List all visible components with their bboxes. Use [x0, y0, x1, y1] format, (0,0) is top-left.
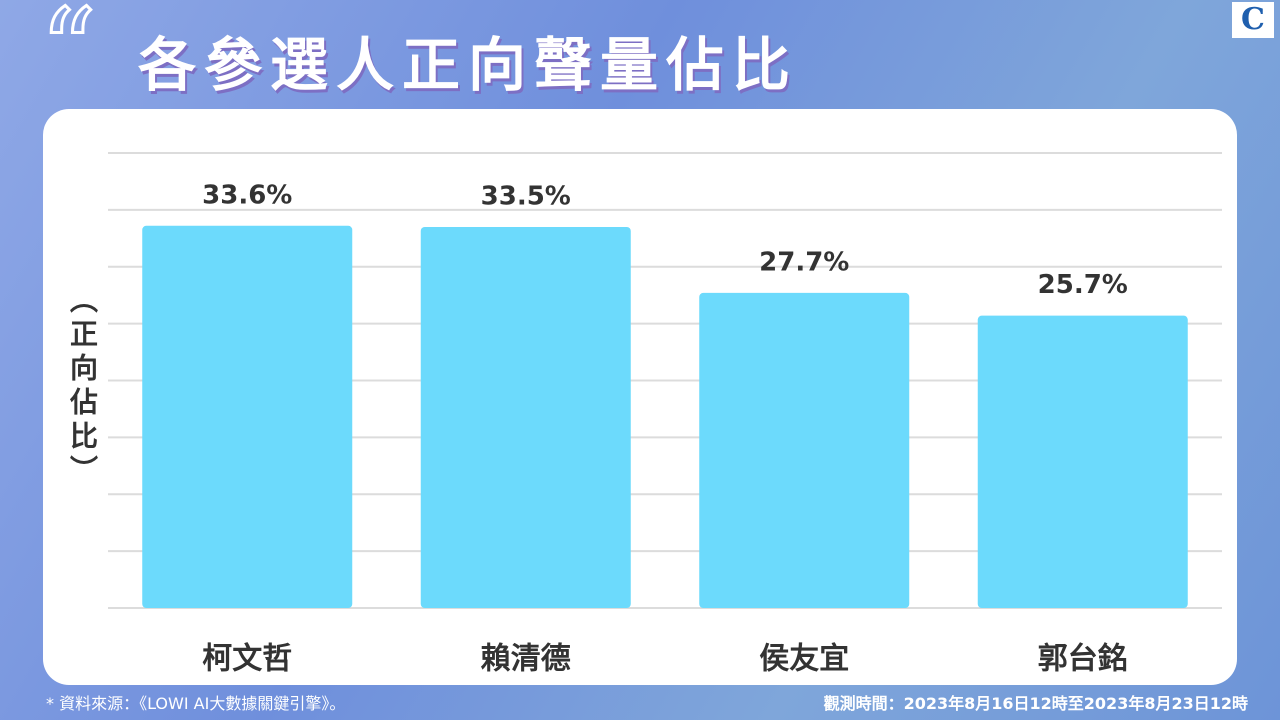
x-tick-label: 柯文哲 [202, 642, 292, 677]
value-label: 33.6% [202, 180, 292, 210]
value-label: 27.7% [759, 247, 849, 277]
bar [142, 225, 353, 609]
period-note: 觀測時間：2023年8月16日12時至2023年8月23日12時 [823, 694, 1248, 713]
bar [977, 315, 1188, 608]
value-label: 33.5% [481, 181, 571, 211]
bar [699, 292, 910, 608]
logo: C [1232, 2, 1274, 38]
x-tick-label: 賴清德 [481, 642, 571, 677]
x-tick-label: 郭台銘 [1038, 642, 1128, 677]
quote-icon: “ [38, 0, 97, 113]
y-axis-label: （正向佔比） [66, 285, 99, 489]
x-tick-label: 侯友宜 [759, 642, 849, 677]
bar [420, 226, 631, 608]
source-note: * 資料來源：《LOWI AI大數據關鍵引擎》。 [46, 694, 346, 713]
value-label: 25.7% [1038, 270, 1128, 300]
chart-title: 各參選人正向聲量佔比 [138, 31, 799, 99]
